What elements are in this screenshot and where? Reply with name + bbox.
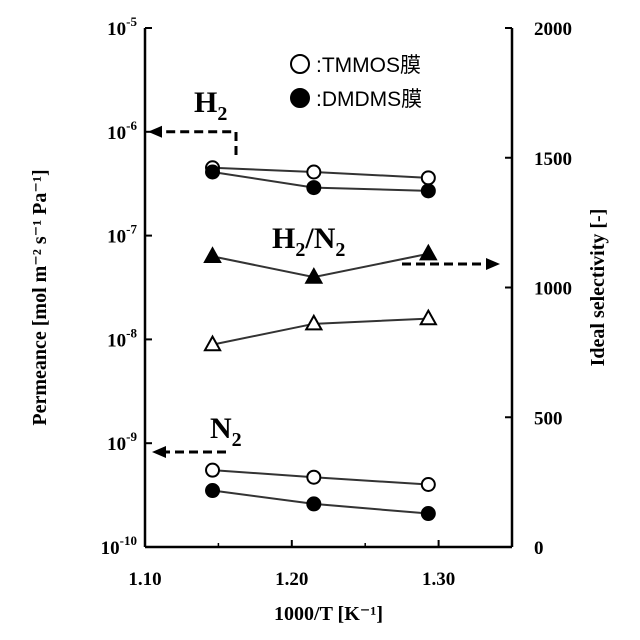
y-right-tick-label: 1500 [534, 149, 572, 170]
data-point [307, 497, 320, 510]
y-left-tick-label: 10-10 [101, 533, 137, 559]
y-right-tick-label: 1000 [534, 279, 572, 300]
data-point [206, 165, 219, 178]
legend-marker [291, 89, 309, 107]
x-tick-label: 1.30 [422, 569, 455, 590]
x-axis-title: 1000/T [K⁻¹] [274, 603, 383, 625]
annotation-n2: N2 [210, 412, 242, 451]
data-point [422, 184, 435, 197]
data-point [422, 507, 435, 520]
data-point [421, 246, 436, 260]
data-point [422, 478, 435, 491]
annotation-h2n2: H2/N2 [272, 222, 345, 261]
legend-label: :DMDMS膜 [316, 88, 422, 111]
y-left-tick-label: 10-5 [107, 14, 137, 40]
series-line-H2N2-3 [213, 254, 429, 277]
legend-label: :TMMOS膜 [316, 54, 421, 77]
legend: :TMMOS膜 :DMDMS膜 [291, 54, 422, 111]
data-point [421, 311, 436, 325]
y-left-tick-label: 10-8 [107, 325, 137, 351]
data-point [307, 165, 320, 178]
legend-marker [291, 55, 309, 73]
y-left-tick-label: 10-7 [107, 222, 137, 248]
data-point [307, 471, 320, 484]
markers-layer [205, 161, 436, 520]
y-right-tick-label: 2000 [534, 19, 572, 40]
y-left-tick-label: 10-9 [107, 429, 137, 455]
arrowhead-h2n2 [486, 258, 500, 270]
y-left-axis-title: Permeance [mol m⁻² s⁻¹ Pa⁻¹] [29, 169, 51, 425]
y-right-axis-title: Ideal selectivity [-] [587, 209, 609, 367]
x-tick-label: 1.20 [275, 569, 308, 590]
arrow-h2 [160, 132, 236, 155]
y-left-tick-label: 10-6 [107, 118, 137, 144]
annotations: H2 H2/N2 N2 [148, 86, 500, 458]
series-layer [213, 168, 429, 514]
annotation-h2: H2 [194, 86, 227, 125]
x-tick-label: 1.10 [128, 569, 161, 590]
data-point [206, 484, 219, 497]
data-point [206, 464, 219, 477]
data-point [422, 171, 435, 184]
data-point [307, 181, 320, 194]
data-point [205, 248, 220, 262]
arrowhead-n2 [152, 446, 166, 458]
arrowhead-h2 [148, 126, 162, 138]
series-line-H2N2-2 [213, 319, 429, 345]
y-right-tick-label: 0 [534, 538, 544, 559]
y-right-tick-label: 500 [534, 408, 563, 429]
